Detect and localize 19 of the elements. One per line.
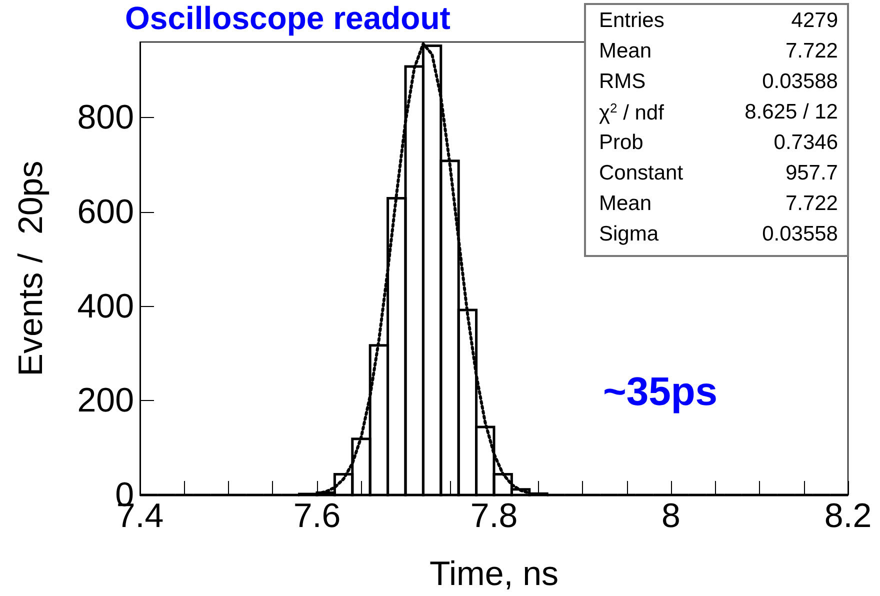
y-tick-label: 200 (77, 382, 134, 420)
x-tick-label: 7.6 (293, 497, 341, 535)
text: Constant 957.7 (599, 162, 838, 184)
text: Sigma 0.03558 (599, 222, 838, 246)
text: Prob 0.7346 (599, 131, 838, 154)
x-tick-label: 8.2 (824, 497, 872, 535)
annotation: ~35ps (603, 370, 718, 414)
text: Entries 4279 (599, 9, 838, 32)
y-axis-title: Events / 20ps (12, 160, 50, 376)
y-tick-label: 800 (77, 98, 134, 136)
x-axis-title: Time, ns (429, 555, 559, 593)
x-tick-label: 7.8 (470, 497, 518, 535)
y-tick-label: 400 (77, 287, 134, 326)
text: Mean 7.722 (599, 40, 838, 62)
x-tick-label: 8 (662, 497, 680, 535)
text: Mean 7.722 (599, 192, 838, 215)
chart-title: Oscilloscope readout (125, 0, 451, 36)
text: RMS 0.03588 (599, 70, 838, 93)
y-tick-label: 600 (77, 192, 134, 231)
